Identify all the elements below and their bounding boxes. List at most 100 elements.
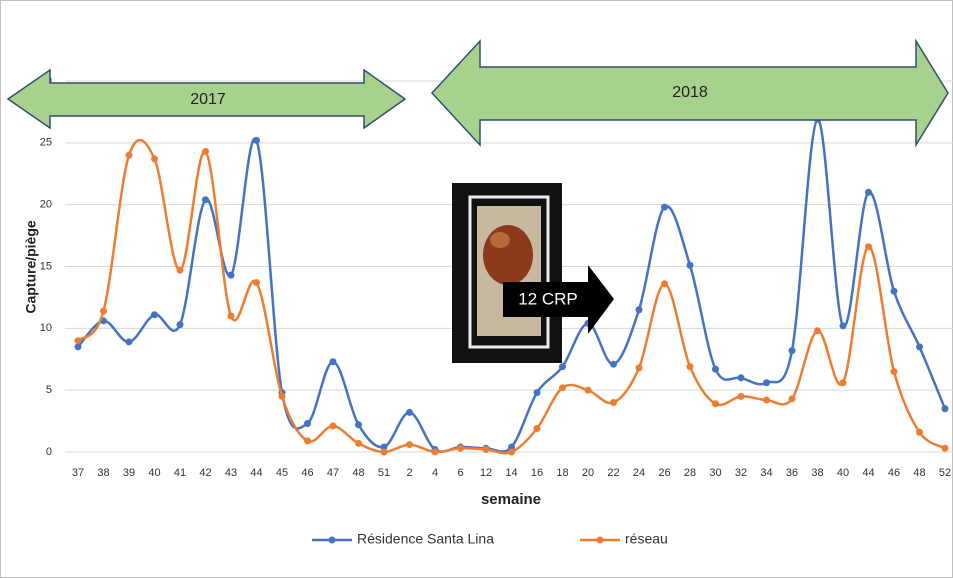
- data-point: [865, 189, 872, 196]
- x-tick-label: 41: [174, 467, 186, 479]
- data-point: [202, 196, 209, 203]
- data-point: [279, 393, 286, 400]
- x-tick-label: 46: [888, 467, 900, 479]
- data-point: [534, 425, 541, 432]
- data-point: [406, 441, 413, 448]
- y-tick-label: 10: [40, 322, 52, 334]
- x-tick-label: 37: [72, 467, 84, 479]
- data-point: [763, 379, 770, 386]
- x-tick-label: 42: [199, 467, 211, 479]
- legend-swatch: [597, 537, 604, 544]
- x-tick-label: 6: [457, 467, 463, 479]
- x-tick-label: 44: [862, 467, 874, 479]
- x-tick-label: 14: [505, 467, 517, 479]
- y-tick-label: 0: [46, 446, 52, 458]
- data-point: [738, 374, 745, 381]
- data-point: [355, 421, 362, 428]
- data-point: [559, 384, 566, 391]
- data-point: [228, 272, 235, 279]
- data-point: [126, 152, 133, 159]
- x-tick-label: 52: [939, 467, 951, 479]
- data-point: [712, 400, 719, 407]
- x-tick-label: 44: [250, 467, 262, 479]
- x-tick-label: 48: [352, 467, 364, 479]
- data-point: [916, 429, 923, 436]
- data-point: [151, 311, 158, 318]
- data-point: [75, 343, 82, 350]
- data-point: [814, 327, 821, 334]
- data-point: [228, 312, 235, 319]
- x-tick-label: 34: [760, 467, 772, 479]
- data-point: [840, 322, 847, 329]
- data-point: [406, 409, 413, 416]
- period-label: 2018: [672, 84, 708, 101]
- data-point: [126, 338, 133, 345]
- data-point: [865, 243, 872, 250]
- x-tick-label: 22: [607, 467, 619, 479]
- data-point: [534, 389, 541, 396]
- x-tick-label: 12: [480, 467, 492, 479]
- x-tick-label: 32: [735, 467, 747, 479]
- x-tick-label: 38: [97, 467, 109, 479]
- data-point: [661, 204, 668, 211]
- x-tick-label: 2: [406, 467, 412, 479]
- x-tick-label: 39: [123, 467, 135, 479]
- legend-label: Résidence Santa Lina: [357, 531, 494, 547]
- beetle: [483, 225, 533, 285]
- x-tick-label: 30: [709, 467, 721, 479]
- data-point: [738, 393, 745, 400]
- data-point: [330, 358, 337, 365]
- y-tick-label: 15: [40, 260, 52, 272]
- data-point: [508, 449, 515, 456]
- x-axis-label: semaine: [481, 491, 541, 508]
- data-point: [75, 337, 82, 344]
- y-tick-label: 25: [40, 137, 52, 149]
- data-point: [636, 364, 643, 371]
- x-tick-label: 36: [786, 467, 798, 479]
- data-point: [585, 387, 592, 394]
- data-point: [151, 155, 158, 162]
- x-tick-label: 16: [531, 467, 543, 479]
- data-point: [559, 363, 566, 370]
- x-tick-label: 20: [582, 467, 594, 479]
- x-tick-label: 46: [301, 467, 313, 479]
- x-tick-label: 28: [684, 467, 696, 479]
- data-point: [483, 446, 490, 453]
- data-point: [177, 321, 184, 328]
- data-point: [432, 449, 439, 456]
- data-point: [712, 366, 719, 373]
- data-point: [100, 308, 107, 315]
- y-tick-label: 5: [46, 384, 52, 396]
- data-point: [202, 148, 209, 155]
- legend-swatch: [329, 537, 336, 544]
- data-point: [355, 440, 362, 447]
- data-point: [891, 368, 898, 375]
- legend-label: réseau: [625, 531, 668, 547]
- x-tick-label: 4: [432, 467, 438, 479]
- x-tick-label: 40: [148, 467, 160, 479]
- x-tick-label: 38: [811, 467, 823, 479]
- data-point: [253, 137, 260, 144]
- data-point: [891, 288, 898, 295]
- data-point: [661, 280, 668, 287]
- data-point: [253, 279, 260, 286]
- data-point: [457, 445, 464, 452]
- x-tick-label: 18: [556, 467, 568, 479]
- x-tick-label: 43: [225, 467, 237, 479]
- callout-label: 12 CRP: [518, 289, 578, 308]
- x-tick-label: 48: [913, 467, 925, 479]
- data-point: [789, 395, 796, 402]
- data-point: [330, 423, 337, 430]
- data-point: [177, 267, 184, 274]
- data-point: [916, 343, 923, 350]
- data-point: [763, 397, 770, 404]
- data-point: [636, 306, 643, 313]
- y-axis-label: Capture/piège: [23, 220, 39, 314]
- data-point: [942, 405, 949, 412]
- x-tick-label: 51: [378, 467, 390, 479]
- period-label: 2017: [190, 91, 226, 108]
- data-point: [304, 437, 311, 444]
- y-tick-label: 20: [40, 199, 52, 211]
- data-point: [381, 449, 388, 456]
- data-point: [687, 363, 694, 370]
